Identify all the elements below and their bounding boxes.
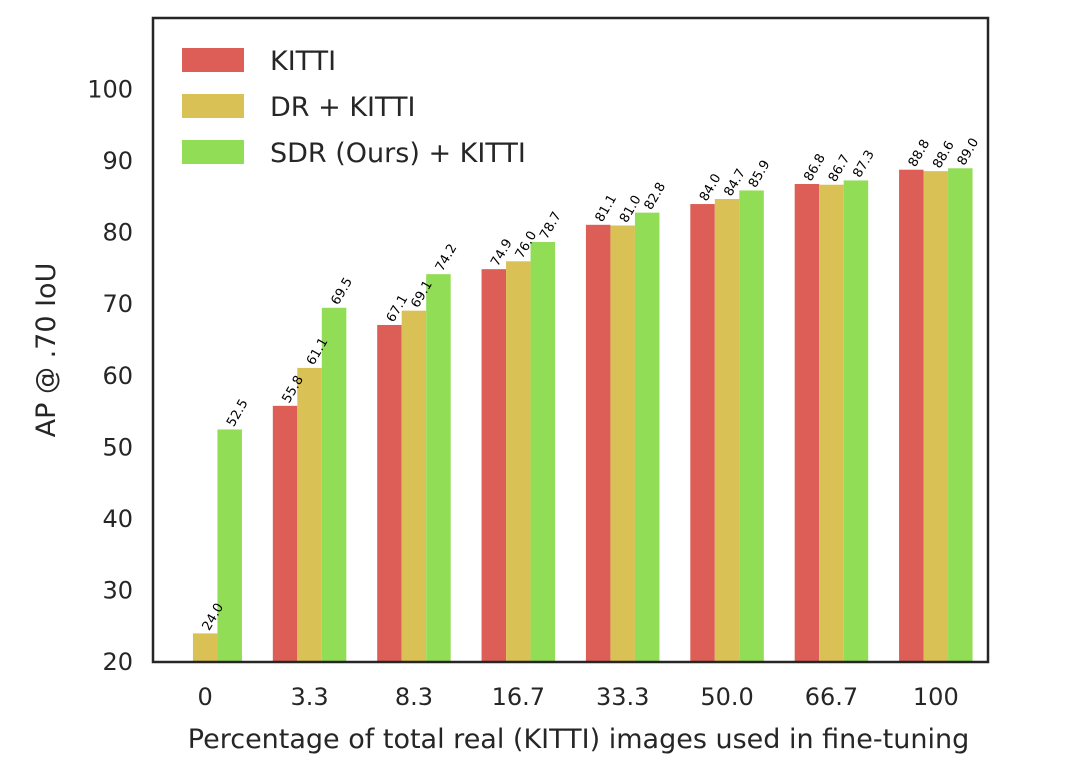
bar-2-3: [530, 241, 556, 663]
data-label: 86.7: [826, 152, 853, 185]
y-ticks-group: 20 30 40 50 60 70 80 90 100: [87, 76, 133, 676]
bar-2-5: [739, 190, 764, 662]
bar-1-7: [923, 171, 949, 662]
data-label: 78.7: [537, 209, 564, 242]
legend: KITTI DR + KITTI SDR (Ours) + KITTI: [182, 46, 526, 169]
y-tick-label: 80: [102, 219, 133, 247]
y-axis-label: AP @ .70 IoU: [31, 263, 62, 438]
data-label: 85.9: [746, 158, 773, 191]
x-tick-label: 8.3: [395, 683, 433, 711]
bar-0-3: [481, 269, 507, 662]
y-tick-label: 50: [102, 433, 133, 461]
bar-2-7: [948, 168, 973, 662]
legend-label: DR + KITTI: [270, 92, 415, 123]
data-label: 88.6: [930, 139, 957, 172]
x-tick-label: 3.3: [290, 683, 328, 711]
data-label: 82.8: [642, 180, 669, 213]
plot-frame: [151, 16, 990, 664]
bar-2-2: [426, 274, 451, 662]
x-tick-label: 66.7: [805, 683, 858, 711]
data-label: 86.8: [801, 151, 828, 184]
x-ticks-group: 0 3.3 8.3 16.7 33.3 50.0 66.7 100: [198, 683, 959, 711]
x-tick-label: 50.0: [700, 683, 753, 711]
bar-2-6: [843, 180, 869, 663]
data-label: 69.5: [329, 275, 356, 308]
y-tick-label: 100: [87, 76, 133, 104]
legend-swatch: [182, 48, 244, 72]
x-tick-label: 16.7: [492, 683, 545, 711]
y-tick-label: 70: [102, 290, 133, 318]
legend-swatch: [182, 94, 244, 118]
bar-1-3: [506, 261, 531, 662]
bar-1-6: [819, 184, 844, 663]
bar-0-1: [272, 405, 298, 662]
data-label: 74.2: [433, 242, 460, 275]
bar-1-0: [192, 633, 218, 662]
legend-label: KITTI: [270, 46, 336, 77]
bar-1-4: [610, 225, 635, 662]
x-tick-label: 100: [913, 683, 959, 711]
bar-0-4: [585, 224, 611, 662]
data-label: 88.8: [906, 137, 933, 170]
y-tick-label: 60: [102, 362, 133, 390]
x-tick-label: 33.3: [596, 683, 649, 711]
bar-2-4: [634, 212, 660, 662]
y-tick-label: 30: [102, 576, 133, 604]
x-axis-label: Percentage of total real (KITTI) images …: [188, 724, 969, 755]
legend-swatch: [182, 140, 244, 164]
bar-2-0: [217, 429, 242, 662]
bar-1-1: [297, 367, 322, 662]
x-tick-label: 0: [198, 683, 213, 711]
data-label: 52.5: [224, 397, 251, 430]
bar-1-2: [401, 310, 427, 662]
data-label: 87.3: [850, 148, 877, 181]
y-tick-label: 20: [102, 648, 133, 676]
bar-1-5: [714, 199, 740, 662]
bar-0-6: [794, 184, 820, 662]
legend-label: SDR (Ours) + KITTI: [270, 138, 526, 169]
bar-0-2: [377, 324, 402, 662]
bar-2-1: [321, 307, 347, 662]
y-tick-label: 40: [102, 505, 133, 533]
data-label: 89.0: [955, 136, 982, 169]
bar-0-5: [690, 204, 715, 663]
data-label: 81.1: [593, 192, 620, 225]
bar-0-7: [899, 169, 924, 662]
y-tick-label: 90: [102, 147, 133, 175]
bars-group: [192, 168, 973, 663]
